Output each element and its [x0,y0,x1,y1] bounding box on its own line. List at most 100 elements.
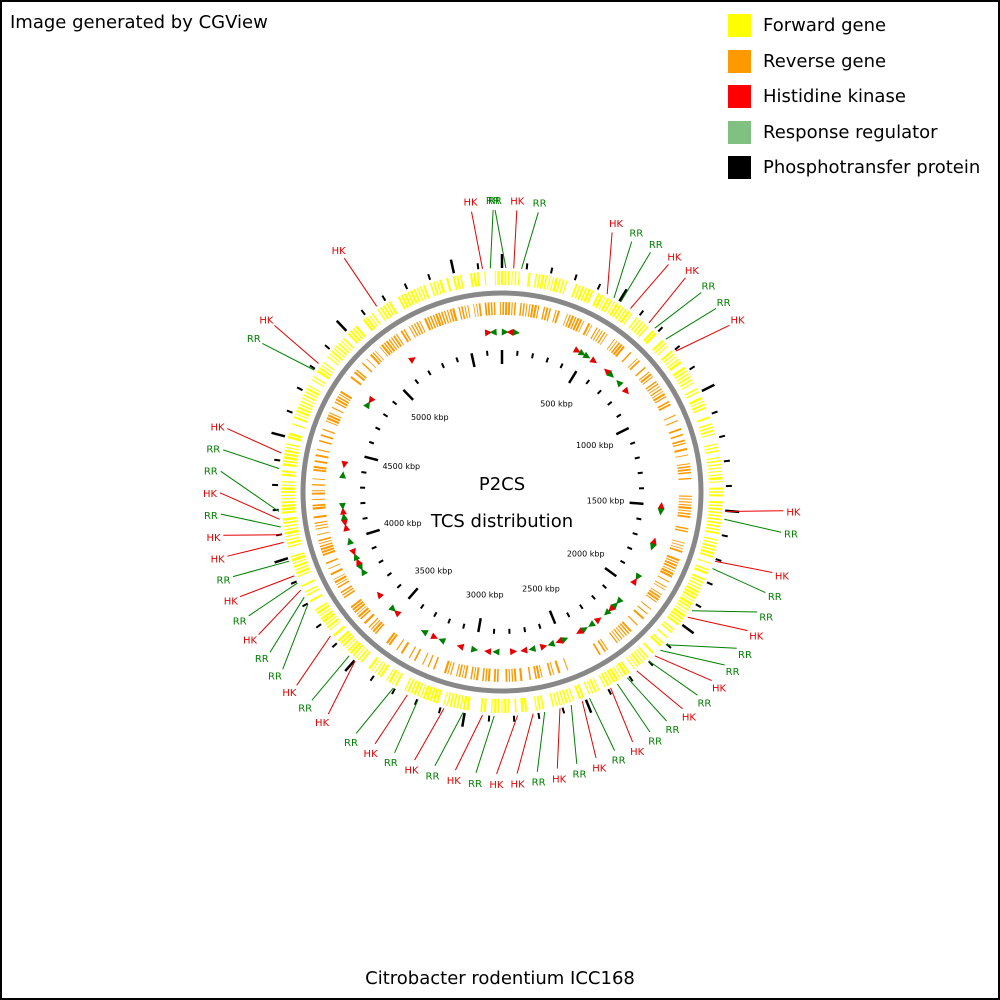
forward-gene [283,456,298,461]
legend-item-forward-gene: Forward gene [728,8,980,44]
outer-tick [715,558,722,562]
inner-tick [392,400,398,406]
callout-label: HK [786,507,801,518]
histidine-kinase-marker [657,502,665,510]
callout-line [239,575,295,598]
histidine-kinase-marker [589,356,597,364]
forward-gene [689,579,703,587]
reverse-gene [386,632,396,644]
forward-gene [681,594,695,602]
reverse-gene [487,668,491,682]
forward-gene [300,400,314,408]
response-regulator-marker [489,328,497,336]
forward-gene [536,274,541,289]
inner-tick [615,426,630,436]
forward-gene [283,520,298,524]
forward-gene [377,308,387,322]
forward-gene [410,290,418,304]
forward-gene [708,510,723,514]
forward-gene [349,330,362,342]
reverse-gene [381,344,391,356]
reverse-gene [657,575,670,583]
forward-gene [429,282,436,297]
tick-label: 1500 kbp [587,497,625,506]
forward-gene [306,588,320,597]
reverse-gene [422,652,429,665]
outer-tick [638,309,645,316]
callout-label: RR [532,778,546,789]
histidine-kinase-marker [509,648,518,656]
callout-line [616,683,651,733]
outer-tick [274,557,289,564]
forward-gene [290,552,305,558]
reverse-gene [538,664,543,678]
callout-line [414,708,445,761]
forward-gene [533,696,538,711]
callout-label: RR [533,198,547,209]
response-regulator-marker [361,568,368,577]
reverse-gene [318,439,332,445]
forward-gene [420,684,427,698]
reverse-gene [476,303,479,317]
callout-line [494,210,507,269]
forward-gene [316,369,330,380]
inner-tick [462,623,466,629]
response-regulator-marker [438,638,447,645]
forward-gene [705,449,720,454]
reverse-gene [413,323,421,336]
reverse-gene [443,660,450,674]
callout-label: HK [712,683,727,694]
reverse-gene [333,573,346,581]
reverse-gene [438,312,444,326]
forward-gene [404,677,412,691]
reverse-gene [326,417,340,425]
forward-gene [571,283,578,298]
inner-tick [486,350,489,356]
reverse-gene [529,304,534,318]
forward-gene [704,446,719,451]
callout-line [232,560,290,578]
reverse-gene [334,401,347,409]
forward-gene [391,671,400,685]
forward-gene [686,391,700,399]
forward-gene [340,340,352,351]
response-regulator-marker [339,471,346,479]
forward-gene [283,523,298,528]
callout-line [475,715,495,773]
forward-gene [577,286,585,300]
callout-line [654,655,712,682]
reverse-gene [313,514,327,519]
reverse-gene [400,330,410,343]
callout-line [610,687,634,743]
reverse-gene [511,302,513,316]
callout-line [665,307,717,340]
callout-label: HK [667,252,682,263]
callout-label: HK [224,596,239,607]
reverse-gene [663,562,677,570]
reverse-gene [562,657,569,671]
reverse-gene [585,324,593,337]
forward-gene [638,646,649,659]
reverse-gene [535,305,540,319]
callout-label: RR [573,770,587,781]
reverse-gene [541,306,546,320]
reverse-gene [611,630,621,642]
forward-gene [473,272,478,287]
callout-line [714,560,773,573]
forward-gene [318,607,332,617]
response-regulator-marker [616,380,624,388]
callout-label: RR [217,576,231,587]
forward-gene [432,688,440,703]
inner-tick [368,440,375,445]
reverse-gene [666,554,680,562]
reverse-gene [606,338,616,350]
forward-gene [456,275,461,290]
reverse-gene [654,395,667,404]
reverse-gene [621,621,632,633]
center-title-line-1: P2CS [479,474,525,495]
histidine-kinase-marker [630,578,637,586]
forward-gene [630,319,641,331]
forward-gene [533,273,538,288]
tick-label: 500 kbp [540,399,573,408]
reverse-gene [597,640,606,652]
